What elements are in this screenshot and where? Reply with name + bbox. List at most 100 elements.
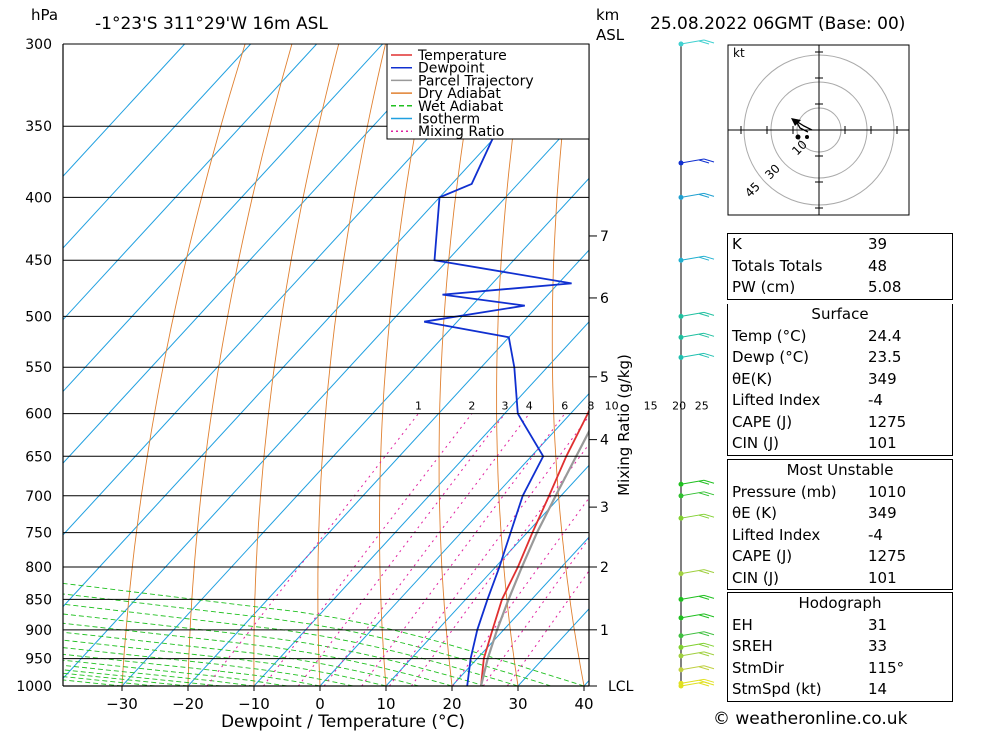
most-unstable-value: 349 bbox=[868, 504, 897, 522]
wind-barb bbox=[678, 311, 715, 319]
indices-value: 5.08 bbox=[868, 278, 902, 296]
hodograph-title: Hodograph bbox=[798, 594, 882, 612]
surface-label: θE(K) bbox=[732, 369, 773, 388]
km-tick-label: 6 bbox=[600, 291, 609, 307]
wind-barb bbox=[678, 569, 715, 577]
wind-barb-staff bbox=[680, 678, 705, 684]
hodograph-label: SREH bbox=[732, 637, 773, 655]
wind-barb-flag bbox=[703, 255, 715, 260]
wind-barb-flag bbox=[703, 569, 715, 574]
km-tick-label: 3 bbox=[600, 500, 609, 516]
wet-adiabat-line bbox=[63, 622, 453, 686]
mixing-ratio-line bbox=[323, 413, 530, 686]
wind-barb-flag bbox=[703, 594, 715, 599]
surface-row: CAPE (J) 1275 bbox=[728, 412, 952, 434]
pressure-tick-label: 500 bbox=[25, 309, 52, 325]
copyright-footer: © weatheronline.co.uk bbox=[713, 709, 908, 729]
wind-barb-staff bbox=[680, 39, 705, 45]
most-unstable-label: θE (K) bbox=[732, 504, 777, 522]
surface-value: 101 bbox=[868, 434, 897, 452]
wind-barb bbox=[678, 678, 715, 686]
pressure-tick-label: 300 bbox=[25, 37, 52, 53]
surface-value: -4 bbox=[868, 391, 883, 409]
legend-label: Wet Adiabat bbox=[418, 99, 504, 115]
x-tick-label: −30 bbox=[106, 695, 138, 713]
wind-barb-staff bbox=[680, 491, 705, 497]
surface-value: 1275 bbox=[868, 412, 907, 431]
most-unstable-label: CIN (J) bbox=[732, 568, 780, 587]
wind-barb bbox=[678, 491, 715, 499]
pressure-tick-label: 400 bbox=[25, 190, 52, 206]
isotherm-line bbox=[63, 44, 582, 608]
surface-label: CAPE (J) bbox=[732, 412, 793, 431]
wind-barb-flag bbox=[703, 39, 715, 44]
most-unstable-row: Lifted Index -4 bbox=[728, 525, 952, 547]
wind-barb-staff bbox=[680, 479, 705, 485]
wind-barb-flag bbox=[698, 570, 710, 575]
dry-adiabat-line bbox=[317, 44, 386, 686]
dry-adiabat-line bbox=[496, 44, 527, 686]
x-tick-label: 20 bbox=[442, 695, 461, 713]
legend-label: Dry Adiabat bbox=[418, 86, 501, 102]
hodograph-value: 115° bbox=[868, 658, 905, 677]
wind-barb-flag bbox=[703, 491, 715, 496]
wind-barb-staff bbox=[680, 569, 705, 575]
wind-barb-flag bbox=[698, 643, 710, 648]
surface-label: CIN (J) bbox=[732, 434, 780, 452]
hodograph-point bbox=[805, 135, 809, 139]
isotherm-line bbox=[253, 321, 589, 686]
pressure-tick-label: 450 bbox=[25, 253, 52, 269]
isotherm-line bbox=[63, 44, 186, 177]
height-reference-label: ASL bbox=[596, 26, 625, 44]
wind-barb-staff bbox=[680, 352, 705, 358]
indices-row: K 39 bbox=[728, 234, 952, 256]
wind-barb-flag bbox=[698, 193, 710, 198]
wind-barb-flag bbox=[703, 479, 715, 484]
indices-row: Totals Totals 48 bbox=[728, 256, 952, 278]
wind-barb-flag bbox=[703, 651, 715, 656]
wind-barb bbox=[678, 513, 715, 521]
wind-barb bbox=[678, 613, 715, 621]
wind-barb-flag bbox=[703, 678, 715, 683]
wind-barb-staff bbox=[680, 192, 705, 198]
wind-barb-flag bbox=[698, 312, 710, 317]
surface-row: CIN (J) 101 bbox=[728, 433, 952, 455]
wind-barb-flag bbox=[703, 513, 715, 518]
wind-barb-staff bbox=[680, 681, 705, 687]
km-tick-label: 2 bbox=[600, 560, 609, 576]
wind-barb-flag bbox=[698, 40, 710, 45]
legend-label: Dewpoint bbox=[418, 61, 485, 77]
wet-adiabat-line bbox=[63, 582, 585, 686]
wind-barb bbox=[678, 651, 715, 659]
mixing-ratio-tick-label: 2 bbox=[468, 400, 475, 413]
indices-row: PW (cm) 5.08 bbox=[728, 277, 952, 299]
wind-barb bbox=[678, 192, 715, 200]
dry-adiabat-line bbox=[379, 44, 433, 686]
surface-label: Temp (°C) bbox=[732, 326, 807, 345]
mixing-ratio-tick-label: 3 bbox=[501, 400, 508, 413]
wind-barb-staff bbox=[680, 158, 705, 164]
pressure-tick-label: 600 bbox=[25, 407, 52, 423]
wind-barb bbox=[678, 479, 715, 487]
hodograph-row: EH 31 bbox=[728, 615, 952, 637]
wind-barb bbox=[678, 332, 715, 340]
wind-barb-staff bbox=[680, 613, 705, 619]
most-unstable-label: Lifted Index bbox=[732, 525, 821, 544]
wind-barb-staff bbox=[680, 332, 705, 338]
wind-barb-staff bbox=[680, 594, 705, 600]
mixing-ratio-tick-label: 6 bbox=[561, 400, 568, 413]
wind-barb-flag bbox=[698, 353, 710, 358]
mixing-ratio-axis-title: Mixing Ratio (g/kg) bbox=[615, 354, 633, 496]
pressure-tick-label: 550 bbox=[25, 360, 52, 376]
surface-row: Dewp (°C) 23.5 bbox=[728, 347, 952, 369]
hodograph-value: 31 bbox=[868, 615, 888, 634]
mixing-ratio-line bbox=[297, 413, 506, 686]
hodograph-label: StmDir bbox=[732, 658, 784, 677]
dry-adiabat-line bbox=[253, 44, 340, 686]
mixing-ratio-tick-label: 8 bbox=[587, 400, 594, 413]
hodograph-arrow bbox=[791, 118, 801, 126]
hodograph-point bbox=[795, 134, 801, 140]
dry-adiabat-line bbox=[551, 44, 585, 686]
wind-barb-flag bbox=[698, 333, 710, 338]
